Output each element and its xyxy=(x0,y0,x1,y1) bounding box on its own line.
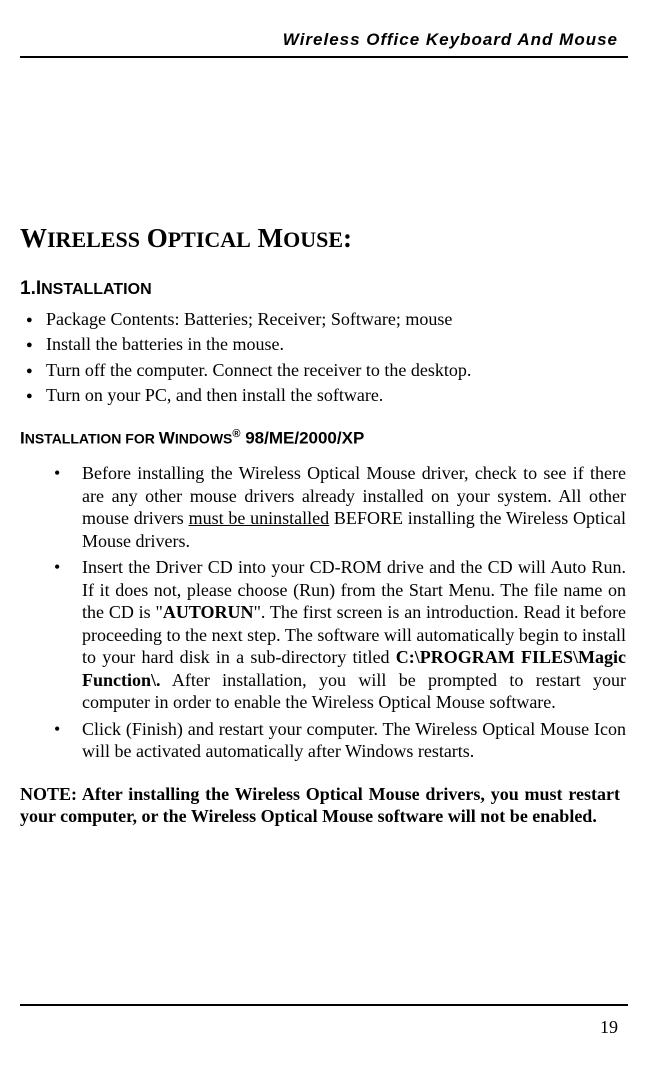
title-ouse: OUSE xyxy=(283,227,343,252)
text-underline: must be uninstalled xyxy=(189,508,330,528)
section-num: 1.I xyxy=(20,278,41,299)
section-installation: 1.INSTALLATION xyxy=(20,278,628,300)
section-rest: NSTALLATION xyxy=(41,281,152,298)
title-w: W xyxy=(20,223,47,253)
list-item: Before installing the Wireless Optical M… xyxy=(82,462,628,552)
sub-nstall: NSTALLATION FOR xyxy=(25,430,159,446)
main-title: WIRELESS OPTICAL MOUSE: xyxy=(20,223,628,254)
text-part: After installation, you will be prompted… xyxy=(82,670,626,713)
sub-rest: 98/ME/2000/XP xyxy=(240,428,364,447)
header-title: Wireless Office Keyboard And Mouse xyxy=(20,30,628,50)
list-item: Turn off the computer. Connect the recei… xyxy=(46,359,628,382)
text-bold: AUTORUN xyxy=(163,602,254,622)
list-item: Insert the Driver CD into your CD-ROM dr… xyxy=(82,556,628,714)
subtitle-windows: INSTALLATION FOR WINDOWS® 98/ME/2000/XP xyxy=(20,428,628,449)
page-number: 19 xyxy=(600,1017,618,1038)
title-sp1 xyxy=(140,223,147,253)
list-item: Click (Finish) and restart your computer… xyxy=(82,718,628,763)
title-ptical: PTICAL xyxy=(168,227,251,252)
title-sp2 xyxy=(251,223,258,253)
title-o: O xyxy=(147,223,168,253)
sub-indows: INDOWS xyxy=(175,430,233,446)
title-ireless: IRELESS xyxy=(47,227,140,252)
title-colon: : xyxy=(343,223,352,253)
list-item: Install the batteries in the mouse. xyxy=(46,333,628,356)
note-text: NOTE: After installing the Wireless Opti… xyxy=(20,783,628,828)
title-m: M xyxy=(258,223,283,253)
list-item: Package Contents: Batteries; Receiver; S… xyxy=(46,308,628,331)
sub-w: W xyxy=(159,428,175,447)
package-list: Package Contents: Batteries; Receiver; S… xyxy=(20,308,628,408)
instructions-list: Before installing the Wireless Optical M… xyxy=(20,462,628,763)
list-item: Turn on your PC, and then install the so… xyxy=(46,384,628,407)
footer-rule xyxy=(20,1004,628,1006)
